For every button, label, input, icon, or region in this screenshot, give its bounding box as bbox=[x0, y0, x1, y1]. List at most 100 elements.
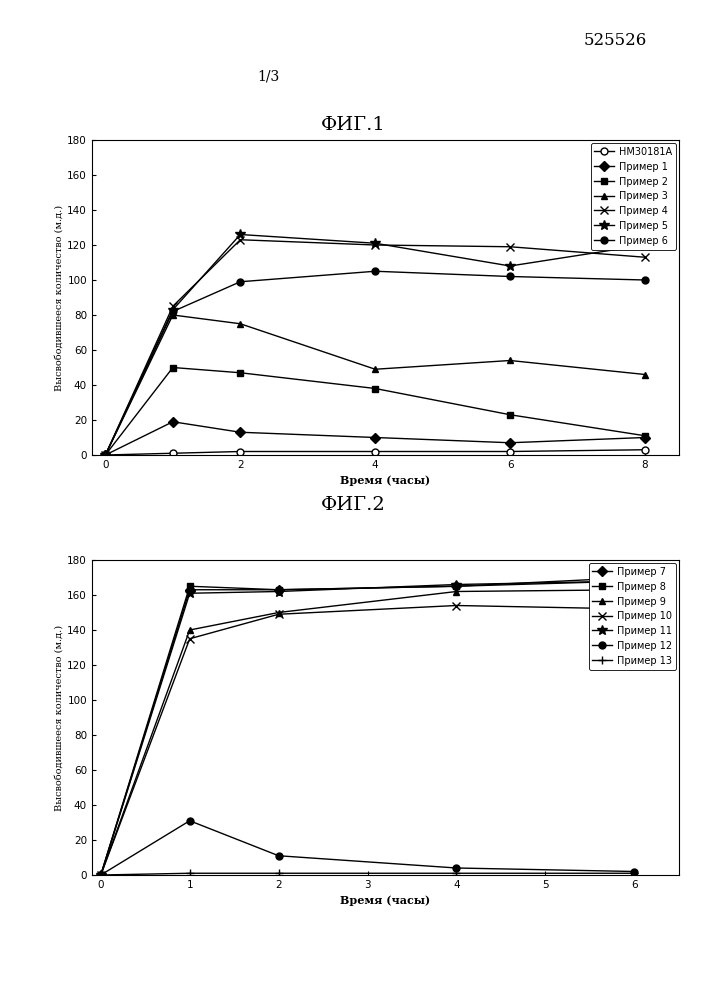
Пример 8 bbox=[274, 584, 283, 596]
Пример 11 bbox=[274, 585, 283, 597]
Пример 3 bbox=[506, 354, 514, 366]
Пример 6 bbox=[641, 274, 649, 286]
X-axis label: Время (часы): Время (часы) bbox=[340, 475, 431, 486]
Пример 12 bbox=[185, 815, 194, 827]
Пример 4 bbox=[101, 449, 110, 461]
Пример 3 bbox=[371, 363, 380, 375]
Пример 9 bbox=[97, 869, 105, 881]
Пример 3 bbox=[641, 368, 649, 380]
Y-axis label: Высвободившееся количество (м.д.): Высвободившееся количество (м.д.) bbox=[54, 204, 63, 391]
Пример 12 bbox=[452, 862, 461, 874]
Пример 3 bbox=[236, 318, 245, 330]
Пример 13 bbox=[630, 867, 638, 879]
Пример 10 bbox=[97, 869, 105, 881]
Пример 7 bbox=[274, 584, 283, 596]
Line: Пример 3: Пример 3 bbox=[102, 312, 648, 458]
Пример 2 bbox=[168, 361, 177, 373]
НМ30181А bbox=[101, 449, 110, 461]
Пример 4 bbox=[506, 241, 514, 253]
Line: Пример 7: Пример 7 bbox=[98, 574, 638, 878]
Пример 4 bbox=[168, 300, 177, 312]
Пример 1 bbox=[371, 432, 380, 444]
Пример 11 bbox=[185, 587, 194, 599]
Пример 5 bbox=[101, 449, 110, 461]
Пример 4 bbox=[236, 234, 245, 246]
Пример 1 bbox=[506, 437, 514, 449]
Пример 2 bbox=[371, 382, 380, 394]
Text: 1/3: 1/3 bbox=[257, 70, 280, 84]
Пример 2 bbox=[641, 430, 649, 442]
Line: НМ30181А: НМ30181А bbox=[102, 446, 648, 458]
Line: Пример 8: Пример 8 bbox=[98, 578, 638, 878]
Line: Пример 10: Пример 10 bbox=[97, 601, 638, 879]
Пример 6 bbox=[236, 276, 245, 288]
Text: ФИГ.1: ФИГ.1 bbox=[321, 116, 386, 134]
Пример 9 bbox=[452, 585, 461, 597]
Пример 11 bbox=[97, 869, 105, 881]
Пример 13 bbox=[452, 867, 461, 879]
Line: Пример 11: Пример 11 bbox=[96, 576, 639, 880]
Пример 9 bbox=[274, 606, 283, 618]
Пример 5 bbox=[506, 260, 514, 272]
Пример 3 bbox=[101, 449, 110, 461]
Пример 4 bbox=[371, 239, 380, 251]
НМ30181А bbox=[168, 447, 177, 459]
Пример 10 bbox=[185, 633, 194, 645]
Пример 6 bbox=[371, 265, 380, 277]
Пример 5 bbox=[168, 304, 177, 316]
Text: ФИГ.2: ФИГ.2 bbox=[321, 496, 386, 514]
Пример 7 bbox=[97, 869, 105, 881]
Пример 11 bbox=[630, 575, 638, 587]
Пример 12 bbox=[274, 850, 283, 862]
Пример 8 bbox=[630, 575, 638, 587]
Пример 5 bbox=[236, 228, 245, 240]
Y-axis label: Высвободившееся количество (м.д.): Высвободившееся количество (м.д.) bbox=[54, 624, 63, 811]
Пример 8 bbox=[97, 869, 105, 881]
НМ30181А bbox=[371, 446, 380, 458]
НМ30181А bbox=[506, 446, 514, 458]
Пример 5 bbox=[371, 237, 380, 249]
Пример 1 bbox=[101, 449, 110, 461]
Line: Пример 6: Пример 6 bbox=[102, 268, 648, 458]
Пример 1 bbox=[236, 426, 245, 438]
Пример 10 bbox=[630, 603, 638, 615]
Пример 12 bbox=[630, 865, 638, 878]
Пример 13 bbox=[97, 869, 105, 881]
Пример 9 bbox=[630, 584, 638, 596]
Пример 10 bbox=[452, 599, 461, 611]
Пример 7 bbox=[630, 572, 638, 584]
Пример 2 bbox=[236, 367, 245, 379]
Пример 11 bbox=[452, 578, 461, 590]
Пример 9 bbox=[185, 624, 194, 636]
Пример 10 bbox=[274, 608, 283, 620]
X-axis label: Время (часы): Время (часы) bbox=[340, 895, 431, 906]
Пример 7 bbox=[452, 580, 461, 592]
Пример 12 bbox=[97, 869, 105, 881]
Пример 2 bbox=[101, 449, 110, 461]
Line: Пример 9: Пример 9 bbox=[98, 586, 638, 878]
Line: Пример 2: Пример 2 bbox=[102, 364, 648, 458]
Пример 13 bbox=[274, 867, 283, 879]
Пример 5 bbox=[641, 239, 649, 251]
Пример 7 bbox=[185, 584, 194, 596]
Пример 6 bbox=[101, 449, 110, 461]
Line: Пример 12: Пример 12 bbox=[98, 817, 638, 878]
Пример 8 bbox=[185, 580, 194, 592]
Пример 3 bbox=[168, 309, 177, 321]
Line: Пример 4: Пример 4 bbox=[101, 236, 649, 459]
Text: 525526: 525526 bbox=[583, 32, 647, 49]
Пример 6 bbox=[168, 306, 177, 318]
Legend: Пример 7, Пример 8, Пример 9, Пример 10, Пример 11, Пример 12, Пример 13: Пример 7, Пример 8, Пример 9, Пример 10,… bbox=[589, 563, 676, 670]
Пример 13 bbox=[185, 867, 194, 879]
Пример 6 bbox=[506, 270, 514, 282]
Пример 2 bbox=[506, 409, 514, 421]
НМ30181А bbox=[641, 444, 649, 456]
Пример 1 bbox=[168, 416, 177, 428]
Пример 1 bbox=[641, 432, 649, 444]
Legend: НМ30181А, Пример 1, Пример 2, Пример 3, Пример 4, Пример 5, Пример 6: НМ30181А, Пример 1, Пример 2, Пример 3, … bbox=[590, 143, 676, 250]
Line: Пример 13: Пример 13 bbox=[97, 869, 638, 879]
Line: Пример 1: Пример 1 bbox=[102, 418, 648, 458]
Пример 8 bbox=[452, 580, 461, 592]
НМ30181А bbox=[236, 446, 245, 458]
Line: Пример 5: Пример 5 bbox=[100, 230, 650, 460]
